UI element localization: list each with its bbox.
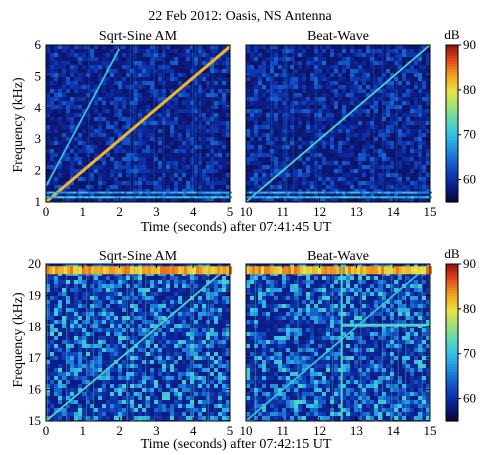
x-tick-label: 12 bbox=[313, 423, 326, 438]
tone-ramp bbox=[45, 264, 231, 422]
panel-title-bottom-left: Sqrt-Sine AM bbox=[99, 249, 178, 264]
x-tick-label: 10 bbox=[240, 204, 253, 219]
y-tick-label: 6 bbox=[35, 37, 42, 52]
x-tick-label: 5 bbox=[227, 423, 234, 438]
colorbar-tick-label: 80 bbox=[463, 301, 476, 316]
y-tick-label: 18 bbox=[28, 319, 41, 334]
x-tick-label: 4 bbox=[190, 204, 197, 219]
x-tick-label: 10 bbox=[240, 423, 253, 438]
xlabel-top: Time (seconds) after 07:41:45 UT bbox=[141, 220, 332, 235]
tone-ramp bbox=[245, 44, 431, 203]
x-tick-label: 2 bbox=[116, 423, 123, 438]
harmonic-band bbox=[46, 266, 232, 275]
x-tick-label: 11 bbox=[277, 423, 290, 438]
xlabel-bottom: Time (seconds) after 07:42:15 UT bbox=[141, 437, 332, 452]
panel-title-top-left: Sqrt-Sine AM bbox=[99, 29, 178, 44]
tone-ramp bbox=[245, 263, 431, 422]
x-tick-label: 1 bbox=[80, 423, 87, 438]
colorbar-unit: dB bbox=[444, 27, 460, 42]
x-tick-label: 15 bbox=[424, 423, 437, 438]
harmonic-band bbox=[46, 191, 232, 194]
y-tick-label: 2 bbox=[35, 163, 42, 178]
y-tick-label: 20 bbox=[28, 256, 41, 271]
colorbar-tick-label: 90 bbox=[463, 256, 476, 271]
x-tick-label: 14 bbox=[387, 423, 401, 438]
y-tick-label: 5 bbox=[35, 68, 42, 83]
colorbar-tick-label: 80 bbox=[463, 82, 476, 97]
x-tick-label: 3 bbox=[153, 204, 160, 219]
y-tick-label: 17 bbox=[28, 350, 42, 365]
x-tick-label: 15 bbox=[424, 204, 437, 219]
x-tick-label: 3 bbox=[153, 423, 160, 438]
y-tick-label: 15 bbox=[28, 413, 41, 428]
colorbar: dB 60 70 80 90 bbox=[444, 246, 476, 422]
x-tick-label: 13 bbox=[350, 204, 363, 219]
colorbar-unit: dB bbox=[444, 246, 460, 261]
panel-frame bbox=[245, 263, 431, 422]
y-tick-label: 3 bbox=[35, 131, 42, 146]
colorbar-tick-label: 60 bbox=[463, 391, 476, 406]
harmonic-band bbox=[46, 196, 232, 199]
y-tick-label: 16 bbox=[28, 382, 42, 397]
spectrogram-noise bbox=[246, 264, 431, 421]
y-tick-label: 19 bbox=[28, 287, 41, 302]
figure-title: 22 Feb 2012: Oasis, NS Antenna bbox=[148, 9, 332, 24]
panel-title-top-right: Beat-Wave bbox=[307, 29, 369, 44]
x-tick-label: 11 bbox=[277, 204, 290, 219]
x-tick-label: 1 bbox=[80, 204, 87, 219]
harmonic-band bbox=[246, 191, 432, 194]
spectrogram-noise bbox=[46, 264, 230, 421]
panel-title-bottom-right: Beat-Wave bbox=[307, 249, 369, 264]
colorbar-tick-label: 90 bbox=[463, 37, 476, 52]
colorbar: dB 60 70 80 90 bbox=[444, 27, 476, 203]
ylabel-bottom: Frequency (kHz) bbox=[11, 292, 26, 388]
x-tick-label: 13 bbox=[350, 423, 363, 438]
ylabel-top: Frequency (kHz) bbox=[11, 77, 26, 173]
x-tick-label: 12 bbox=[313, 204, 326, 219]
x-tick-label: 0 bbox=[43, 204, 50, 219]
x-tick-label: 14 bbox=[387, 204, 401, 219]
x-tick-label: 4 bbox=[190, 423, 197, 438]
y-tick-label: 1 bbox=[35, 194, 42, 209]
colorbar-tick-label: 70 bbox=[463, 346, 476, 361]
harmonic-band bbox=[246, 266, 432, 275]
y-tick-label: 4 bbox=[35, 100, 42, 115]
panel-frame bbox=[45, 44, 231, 203]
heatmap-panel-bottom-left: 0 1 2 3 4 5 15 16 17 18 19 20 bbox=[28, 256, 233, 438]
spectrogram-noise bbox=[46, 45, 230, 202]
x-tick-label: 5 bbox=[227, 204, 234, 219]
panel-frame bbox=[245, 44, 431, 203]
heatmap-panel-top-right: 10 11 12 13 14 15 bbox=[240, 44, 437, 219]
x-tick-label: 0 bbox=[43, 423, 50, 438]
panel-frame bbox=[45, 263, 231, 422]
colorbar-tick-label: 70 bbox=[463, 127, 476, 142]
tone-ramp bbox=[45, 47, 121, 187]
spectrogram-noise bbox=[246, 45, 430, 202]
colorbar-tick-label: 60 bbox=[463, 172, 476, 187]
harmonic-band bbox=[246, 196, 432, 199]
x-tick-label: 2 bbox=[116, 204, 123, 219]
tone-ramp bbox=[45, 45, 231, 204]
heatmap-panel-bottom-right: 10 11 12 13 14 15 bbox=[240, 263, 437, 438]
